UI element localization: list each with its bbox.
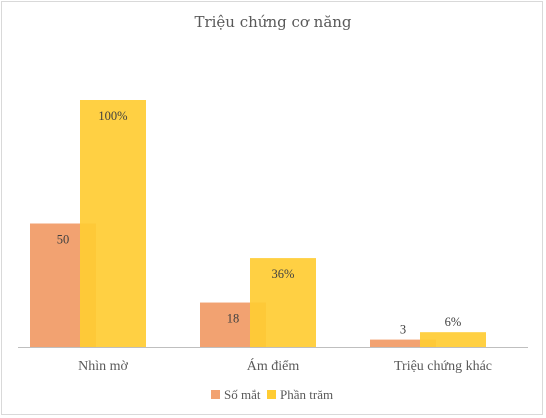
data-label-phan-tram-nhin-mo: 100% [98, 109, 127, 123]
data-label-phan-tram-trieu-chung-khac: 6% [445, 315, 462, 329]
x-tick-trieu-chung-khac: Triệu chứng khác [394, 359, 492, 374]
chart-title: Triệu chứng cơ năng [194, 13, 351, 31]
x-tick-am-diem: Ám điểm [247, 357, 300, 374]
x-tick-labels: Nhìn mờ Ám điểm Triệu chứng khác [78, 357, 492, 374]
bar-phan-tram-nhin-mo [80, 100, 146, 347]
bar-phan-tram-trieu-chung-khac [420, 332, 486, 347]
bars-layer [30, 100, 486, 347]
data-label-phan-tram-am-diem: 36% [272, 267, 295, 281]
legend-swatch-so-mat [211, 390, 220, 399]
data-label-so-mat-am-diem: 18 [227, 312, 240, 326]
legend-swatch-phan-tram [267, 390, 276, 399]
data-label-so-mat-trieu-chung-khac: 3 [400, 323, 406, 337]
legend-label-so-mat: Số mắt [224, 387, 261, 402]
legend: Số mắt Phần trăm [211, 387, 333, 402]
legend-label-phan-tram: Phần trăm [280, 387, 333, 402]
bar-phan-tram-am-diem [250, 258, 316, 347]
data-label-so-mat-nhin-mo: 50 [57, 233, 70, 247]
bar-so-mat-trieu-chung-khac [370, 339, 436, 347]
x-tick-nhin-mo: Nhìn mờ [78, 359, 128, 374]
